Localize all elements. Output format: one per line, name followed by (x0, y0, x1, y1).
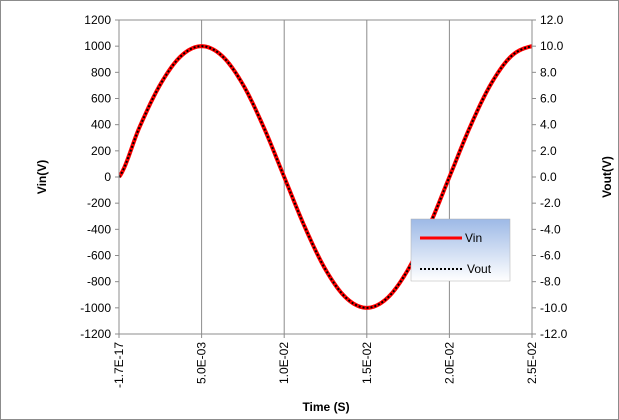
x-tick-label: 2.0E-02 (442, 342, 456, 384)
y-left-tick-label: -200 (87, 196, 111, 210)
y-right-tick-label: 8.0 (540, 65, 557, 79)
x-tick-label: 1.5E-02 (360, 342, 374, 384)
x-tick-label: 2.5E-02 (525, 342, 539, 384)
legend-box (410, 218, 511, 282)
y-left-tick-label: -800 (87, 275, 111, 289)
grid (201, 20, 450, 334)
y-axis-right-title: Vout(V) (600, 156, 614, 198)
x-tick-label: -1.7E-17 (112, 342, 126, 388)
y-left-tick-label: 1200 (84, 13, 111, 27)
y-axis-left-title: Vin(V) (35, 160, 49, 194)
y-right-tick-label: -4.0 (540, 222, 561, 236)
y-left-tick-label: 200 (91, 144, 111, 158)
y-left-tick-label: -1200 (80, 327, 111, 341)
y-right-tick-label: 0.0 (540, 170, 557, 184)
series-line-vout (119, 45, 532, 309)
y-right-tick-label: 6.0 (540, 92, 557, 106)
y-left-tick-label: -400 (87, 222, 111, 236)
y-right-tick-label: 4.0 (540, 118, 557, 132)
ticks: 1200 1000 800 600 400 200 0 -200 -400 -600 -800 -10… (80, 13, 567, 388)
x-axis-title: Time (S) (302, 400, 349, 414)
y-right-tick-label: -2.0 (540, 196, 561, 210)
y-left-tick-label: -600 (87, 249, 111, 263)
legend-label-vout: Vout (467, 262, 492, 276)
legend-label-vin: Vin (465, 231, 482, 245)
y-left-tick-label: 400 (91, 118, 111, 132)
y-right-tick-label: 2.0 (540, 144, 557, 158)
y-left-tick-label: 600 (91, 92, 111, 106)
y-right-tick-label: -12.0 (540, 327, 568, 341)
y-left-tick-label: -1000 (80, 301, 111, 315)
y-right-tick-label: -8.0 (540, 275, 561, 289)
y-right-tick-label: -6.0 (540, 249, 561, 263)
y-right-tick-label: 10.0 (540, 39, 564, 53)
plot-area-border (118, 19, 533, 335)
y-right-tick-label: -10.0 (540, 301, 568, 315)
x-tick-label: 5.0E-03 (195, 342, 209, 384)
y-left-tick-label: 800 (91, 65, 111, 79)
y-left-tick-label: 0 (104, 170, 111, 184)
legend: Vin Vout (410, 218, 511, 282)
x-tick-label: 1.0E-02 (277, 342, 291, 384)
y-right-tick-label: 12.0 (540, 13, 564, 27)
y-left-tick-label: 1000 (84, 39, 111, 53)
series-layer (119, 44, 532, 310)
